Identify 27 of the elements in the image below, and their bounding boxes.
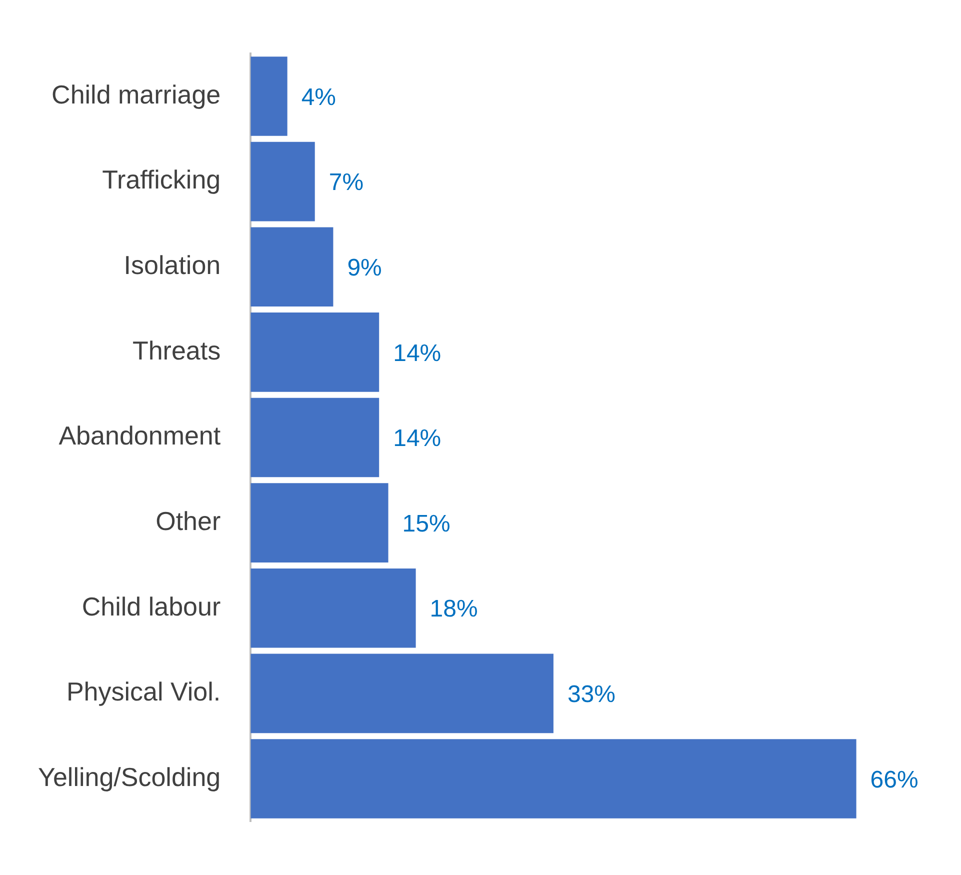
y-tick-label: Child marriage	[52, 79, 221, 110]
y-tick-label: Yelling/Scolding	[38, 762, 221, 792]
bar	[250, 142, 315, 222]
y-tick-label: Isolation	[124, 250, 221, 280]
bar	[250, 739, 856, 818]
data-label: 14%	[393, 340, 442, 367]
bar	[250, 398, 380, 478]
data-label: 66%	[870, 766, 918, 794]
bar	[250, 483, 388, 562]
bar	[250, 654, 554, 734]
bar	[250, 312, 380, 392]
y-tick-label: Child labour	[82, 591, 221, 622]
y-tick-label: Threats	[132, 335, 221, 366]
data-label: 14%	[393, 425, 442, 452]
data-label: 9%	[347, 254, 382, 282]
data-label: 7%	[328, 169, 364, 196]
data-label: 4%	[301, 84, 336, 111]
y-tick-label: Physical Viol.	[66, 676, 221, 707]
y-tick-label: Trafficking	[102, 164, 221, 195]
bar	[250, 227, 334, 307]
data-label: 18%	[430, 596, 478, 623]
y-tick-label: Abandonment	[58, 420, 222, 451]
data-label: 33%	[567, 681, 616, 708]
y-tick-label: Other	[156, 506, 221, 536]
bar	[250, 568, 416, 648]
data-label: 15%	[402, 510, 450, 538]
bar	[250, 56, 288, 136]
